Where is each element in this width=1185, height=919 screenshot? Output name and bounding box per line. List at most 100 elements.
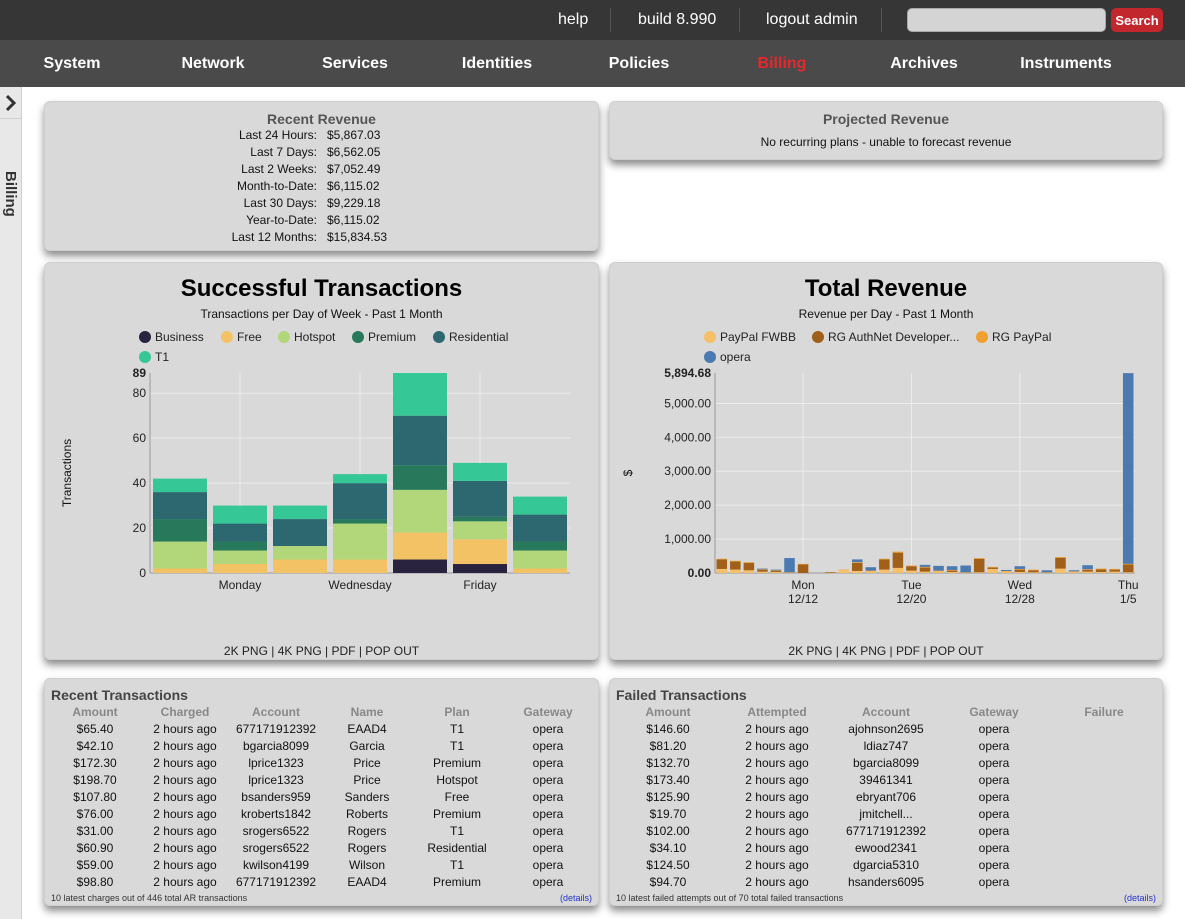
bar-segment[interactable] <box>743 562 755 563</box>
bar-segment[interactable] <box>393 415 447 466</box>
bar-segment[interactable] <box>730 569 741 573</box>
bar-segment[interactable] <box>213 505 267 524</box>
details-link[interactable]: (details) <box>1123 893 1156 903</box>
bar-segment[interactable] <box>333 483 387 520</box>
nav-instruments[interactable]: Instruments <box>1020 55 1112 72</box>
bar-segment[interactable] <box>1109 569 1120 572</box>
bar-segment[interactable] <box>838 569 849 573</box>
bar-segment[interactable] <box>973 558 985 559</box>
bar-segment[interactable] <box>716 568 728 573</box>
bar-segment[interactable] <box>1082 571 1093 573</box>
column-header[interactable]: Gateway <box>969 705 1019 719</box>
bar-segment[interactable] <box>453 462 507 481</box>
bar-segment[interactable] <box>824 572 836 573</box>
bar-segment[interactable] <box>892 551 904 553</box>
nav-archives[interactable]: Archives <box>890 55 958 72</box>
bar-segment[interactable] <box>797 564 809 573</box>
bar-segment[interactable] <box>513 568 567 573</box>
bar-segment[interactable] <box>757 568 768 570</box>
bar-segment[interactable] <box>730 560 741 562</box>
export-links[interactable]: 2K PNG | 4K PNG | PDF | POP OUT <box>223 644 420 658</box>
column-header[interactable]: Account <box>252 705 300 719</box>
bar-segment[interactable] <box>393 373 447 416</box>
bar-segment[interactable] <box>453 480 507 517</box>
bar-segment[interactable] <box>1122 572 1134 573</box>
legend-item[interactable]: opera <box>704 350 751 364</box>
nav-network[interactable]: Network <box>181 55 245 72</box>
bar-segment[interactable] <box>1068 571 1080 573</box>
bar-segment[interactable] <box>919 571 931 573</box>
column-header[interactable]: Failure <box>1084 705 1124 719</box>
column-header[interactable]: Charged <box>160 705 210 719</box>
bar-segment[interactable] <box>1109 571 1120 573</box>
bar-segment[interactable] <box>213 564 267 573</box>
bar-segment[interactable] <box>153 541 207 569</box>
bar-segment[interactable] <box>906 565 917 567</box>
bar-segment[interactable] <box>393 532 447 560</box>
nav-system[interactable]: System <box>43 55 101 72</box>
bar-segment[interactable] <box>393 489 447 533</box>
bar-segment[interactable] <box>1122 563 1134 565</box>
bar-segment[interactable] <box>1095 568 1107 570</box>
nav-services[interactable]: Services <box>322 55 388 72</box>
bar-segment[interactable] <box>1041 570 1053 573</box>
bar-segment[interactable] <box>743 562 755 571</box>
bar-segment[interactable] <box>987 566 999 568</box>
bar-segment[interactable] <box>333 559 387 573</box>
legend-item[interactable]: PayPal FWBB <box>704 330 796 344</box>
bar-segment[interactable] <box>933 565 944 571</box>
bar-segment[interactable] <box>946 570 958 572</box>
bar-segment[interactable] <box>973 558 985 573</box>
bar-segment[interactable] <box>153 519 207 542</box>
bar-segment[interactable] <box>1095 569 1107 572</box>
help-link[interactable]: help <box>558 11 589 28</box>
legend-item[interactable]: Premium <box>352 330 416 344</box>
bar-segment[interactable] <box>960 565 971 573</box>
bar-segment[interactable] <box>1014 569 1026 572</box>
bar-segment[interactable] <box>1041 572 1053 573</box>
column-header[interactable]: Amount <box>645 705 691 719</box>
bar-segment[interactable] <box>879 558 890 560</box>
bar-segment[interactable] <box>770 570 782 572</box>
bar-segment[interactable] <box>273 559 327 573</box>
bar-segment[interactable] <box>770 569 782 571</box>
bar-segment[interactable] <box>784 558 795 573</box>
bar-segment[interactable] <box>513 550 567 569</box>
bar-segment[interactable] <box>1001 569 1012 571</box>
bar-segment[interactable] <box>716 558 728 560</box>
bar-segment[interactable] <box>273 505 327 520</box>
column-header[interactable]: Attempted <box>747 705 807 719</box>
bar-segment[interactable] <box>393 559 447 573</box>
bar-segment[interactable] <box>851 562 863 563</box>
legend-item[interactable]: Business <box>139 330 204 344</box>
bar-segment[interactable] <box>333 474 387 484</box>
column-header[interactable]: Gateway <box>523 705 573 719</box>
nav-identities[interactable]: Identities <box>461 55 533 72</box>
bar-segment[interactable] <box>513 541 567 551</box>
bar-segment[interactable] <box>946 569 958 571</box>
bar-segment[interactable] <box>851 570 863 573</box>
bar-segment[interactable] <box>892 567 904 573</box>
bar-segment[interactable] <box>1082 565 1093 570</box>
column-header[interactable]: Account <box>862 705 910 719</box>
bar-segment[interactable] <box>1055 557 1066 569</box>
logout-link[interactable]: logout admin <box>766 11 858 28</box>
search-button[interactable]: Search <box>1111 8 1163 32</box>
bar-segment[interactable] <box>1014 568 1026 570</box>
bar-segment[interactable] <box>919 567 931 572</box>
bar-segment[interactable] <box>513 514 567 542</box>
bar-segment[interactable] <box>865 567 877 571</box>
bar-segment[interactable] <box>933 570 944 572</box>
bar-segment[interactable] <box>879 569 890 573</box>
bar-segment[interactable] <box>730 561 741 570</box>
bar-segment[interactable] <box>919 566 931 568</box>
bar-segment[interactable] <box>1014 566 1026 569</box>
bar-segment[interactable] <box>743 570 755 573</box>
bar-segment[interactable] <box>1068 571 1080 572</box>
bar-segment[interactable] <box>453 539 507 565</box>
bar-segment[interactable] <box>453 564 507 573</box>
legend-item[interactable]: Hotspot <box>278 330 335 344</box>
bar-segment[interactable] <box>453 521 507 540</box>
bar-segment[interactable] <box>906 566 917 571</box>
bar-segment[interactable] <box>757 569 768 572</box>
